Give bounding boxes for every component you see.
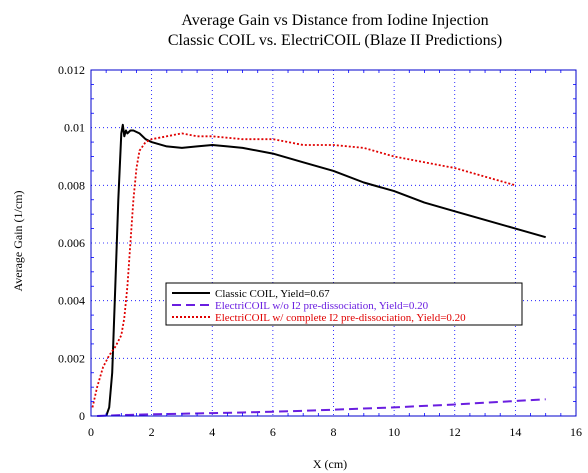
chart-title: Average Gain vs Distance from Iodine Inj… bbox=[181, 12, 488, 29]
x-tick-label: 2 bbox=[149, 425, 155, 439]
legend-box bbox=[165, 282, 523, 326]
x-tick-label: 4 bbox=[209, 425, 215, 439]
ticks: 0 2 4 6 8 10 12 14 16 0 0.002 0.004 0.006 0.008 0.01 0.… bbox=[58, 63, 582, 439]
x-tick-label: 6 bbox=[270, 425, 276, 439]
series-line-3 bbox=[91, 132, 516, 408]
series-line-2 bbox=[97, 398, 546, 417]
y-tick-label: 0.008 bbox=[58, 178, 85, 192]
y-tick-label: 0.002 bbox=[58, 351, 85, 365]
x-tick-label: 10 bbox=[388, 425, 400, 439]
legend-label: Classic COIL, Yield=0.67 bbox=[215, 288, 330, 300]
y-tick-label: 0.006 bbox=[58, 236, 85, 250]
legend-label: ElectriCOIL w/o I2 pre-dissociation, Yie… bbox=[215, 300, 429, 312]
legend-label: ElectriCOIL w/ complete I2 pre-dissociat… bbox=[215, 312, 466, 324]
plot-frame bbox=[90, 69, 577, 417]
series-line-1 bbox=[105, 123, 546, 417]
x-tick-label: 14 bbox=[509, 425, 521, 439]
x-axis-label: X (cm) bbox=[313, 457, 347, 471]
series-group bbox=[91, 123, 546, 417]
y-tick-label: 0.004 bbox=[58, 294, 85, 308]
chart-subtitle: Classic COIL vs. ElectriCOIL (Blaze II P… bbox=[168, 32, 502, 49]
x-tick-label: 0 bbox=[88, 425, 94, 439]
y-tick-label: 0.012 bbox=[58, 63, 85, 77]
x-tick-label: 16 bbox=[570, 425, 582, 439]
y-tick-label: 0 bbox=[79, 409, 85, 423]
y-axis-label: Average Gain (1/cm) bbox=[11, 190, 25, 291]
x-tick-label: 8 bbox=[331, 425, 337, 439]
grid bbox=[90, 69, 577, 417]
y-tick-label: 0.01 bbox=[64, 121, 85, 135]
x-tick-label: 12 bbox=[449, 425, 461, 439]
